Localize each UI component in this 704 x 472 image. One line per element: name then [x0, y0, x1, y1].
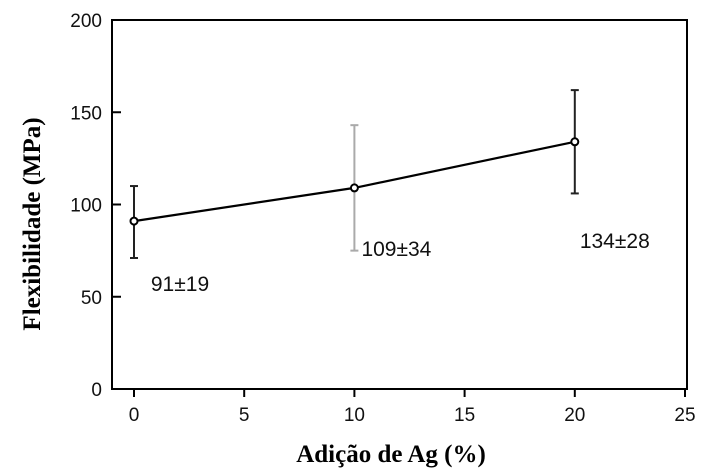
x-tick-label: 20	[564, 405, 585, 426]
data-label: 134±28	[580, 230, 650, 253]
data-labels: 91±19 109±34 134±28	[151, 230, 650, 296]
x-axis-title: Adição de Ag (%)	[296, 441, 486, 468]
y-tick-label: 150	[70, 103, 102, 124]
error-bars	[130, 89, 579, 260]
x-tick-label: 25	[674, 405, 695, 426]
x-tick-label: 10	[344, 405, 365, 426]
data-points	[129, 137, 580, 226]
y-tick-label: 50	[81, 288, 102, 309]
x-tick-label: 5	[239, 405, 250, 426]
plot-frame	[111, 19, 688, 390]
data-label: 91±19	[151, 273, 209, 296]
data-point	[129, 216, 139, 226]
x-ticks: 0 5 10 15 20 25	[129, 389, 696, 426]
y-tick-label: 200	[70, 11, 102, 32]
y-ticks: 0 50 100 150 200	[70, 11, 121, 401]
x-tick-label: 0	[129, 405, 140, 426]
y-tick-label: 0	[91, 380, 102, 401]
x-tick-label: 15	[454, 405, 475, 426]
y-axis: 0 50 100 150 200	[70, 11, 121, 401]
y-axis-title: Flexibilidade (MPa)	[19, 117, 46, 330]
data-point	[349, 183, 359, 193]
data-point	[570, 137, 580, 147]
data-label: 109±34	[361, 238, 431, 261]
x-axis: 0 5 10 15 20 25	[129, 389, 696, 426]
y-tick-label: 100	[70, 196, 102, 217]
